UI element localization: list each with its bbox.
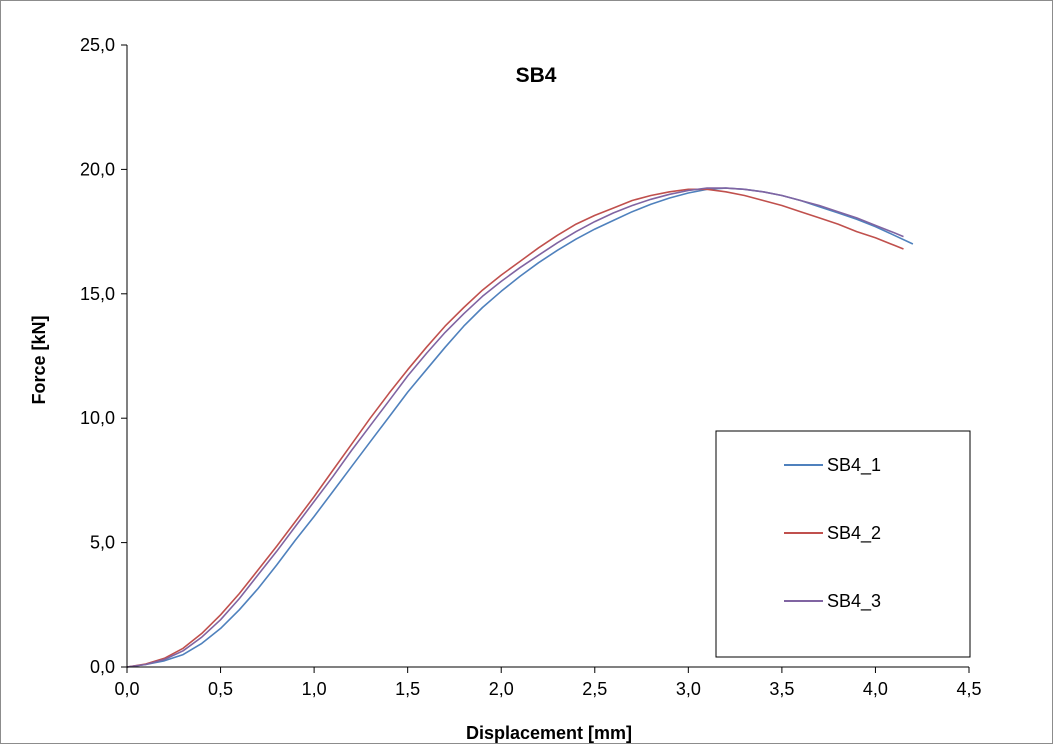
series-line-3 — [126, 187, 904, 668]
x-tick-label: 2,5 — [582, 679, 607, 699]
x-tick-label: 2,0 — [489, 679, 514, 699]
legend: SB4_1 SB4_2 SB4_3 — [715, 430, 971, 658]
legend-label-3: SB4_3 — [827, 591, 881, 612]
x-tick-label: 1,5 — [395, 679, 420, 699]
y-tick-label: 5,0 — [90, 533, 115, 553]
legend-box — [715, 430, 971, 658]
series-line-2 — [126, 188, 904, 668]
x-tick-label: 3,5 — [769, 679, 794, 699]
x-tick-label: 4,5 — [956, 679, 981, 699]
y-tick-label: 15,0 — [80, 284, 115, 304]
y-tick-label: 0,0 — [90, 657, 115, 677]
x-tick-label: 1,0 — [302, 679, 327, 699]
y-tick-label: 10,0 — [80, 408, 115, 428]
chart-title: SB4 — [516, 64, 557, 87]
legend-label-2: SB4_2 — [827, 523, 881, 544]
x-tick-label: 3,0 — [676, 679, 701, 699]
x-tick-label: 0,0 — [114, 679, 139, 699]
x-tick-label: 4,0 — [863, 679, 888, 699]
x-tick-label: 0,5 — [208, 679, 233, 699]
y-tick-label: 20,0 — [80, 159, 115, 179]
x-axis-title: Displacement [mm] — [466, 723, 632, 743]
y-tick-label: 25,0 — [80, 35, 115, 55]
legend-label-1: SB4_1 — [827, 455, 881, 476]
y-axis-title: Force [kN] — [29, 315, 49, 404]
